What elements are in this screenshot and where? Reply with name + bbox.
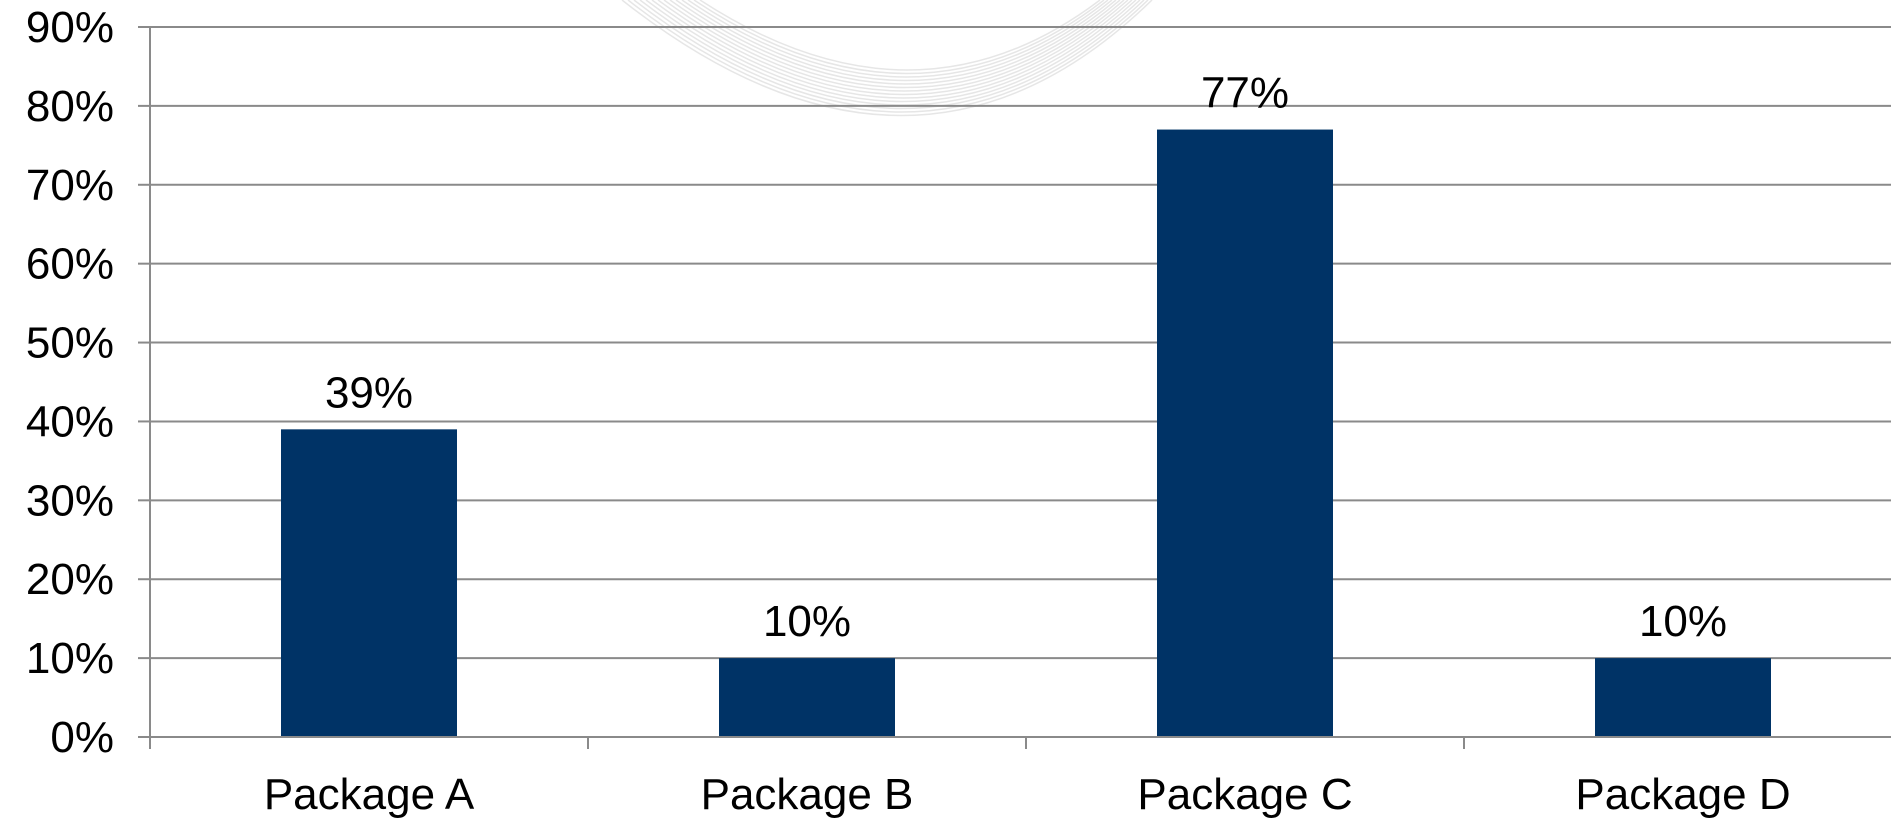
x-axis: Package A Package B Package C Package D [149, 27, 1891, 819]
watermark-arc [657, 0, 1129, 96]
x-tick-label: Package B [701, 770, 914, 819]
y-tick-label: 50% [26, 319, 114, 368]
y-tick-label: 70% [26, 161, 114, 210]
watermark-arc [627, 0, 1149, 113]
watermark-arc [669, 0, 1121, 89]
bar [281, 429, 457, 737]
y-tick-label: 20% [26, 555, 114, 604]
data-label: 10% [1639, 597, 1727, 646]
data-label: 10% [763, 597, 851, 646]
watermark-arc [687, 0, 1109, 78]
x-tick-label: Package D [1575, 770, 1790, 819]
data-label: 77% [1201, 69, 1289, 118]
bar [1157, 129, 1333, 738]
watermark-arc [645, 0, 1137, 103]
watermark-arc [639, 0, 1141, 106]
y-tick-label: 60% [26, 240, 114, 289]
bars [281, 129, 1771, 738]
y-tick-label: 30% [26, 476, 114, 525]
y-tick-label: 10% [26, 634, 114, 683]
data-labels: 39% 10% 77% 10% [325, 69, 1727, 647]
watermark-arc [675, 0, 1117, 85]
y-tick-label: 90% [26, 3, 114, 52]
bar [719, 658, 895, 737]
watermark-arc [621, 0, 1153, 117]
watermark-arc [699, 0, 1101, 71]
bar [1595, 658, 1771, 737]
watermark-arc [681, 0, 1113, 82]
background-watermark [621, 0, 1153, 117]
y-tick-label: 80% [26, 82, 114, 131]
watermark-arc [693, 0, 1105, 75]
x-tick-label: Package C [1137, 770, 1352, 819]
y-tick-label: 0% [50, 713, 114, 762]
y-axis-ticks: 0% 10% 20% 30% 40% 50% 60% 70% 80% 90% [26, 3, 150, 762]
watermark-arc [633, 0, 1145, 110]
watermark-arc [651, 0, 1133, 99]
y-tick-label: 40% [26, 397, 114, 446]
x-tick-label: Package A [264, 770, 475, 819]
watermark-arc [663, 0, 1125, 92]
data-label: 39% [325, 368, 413, 417]
